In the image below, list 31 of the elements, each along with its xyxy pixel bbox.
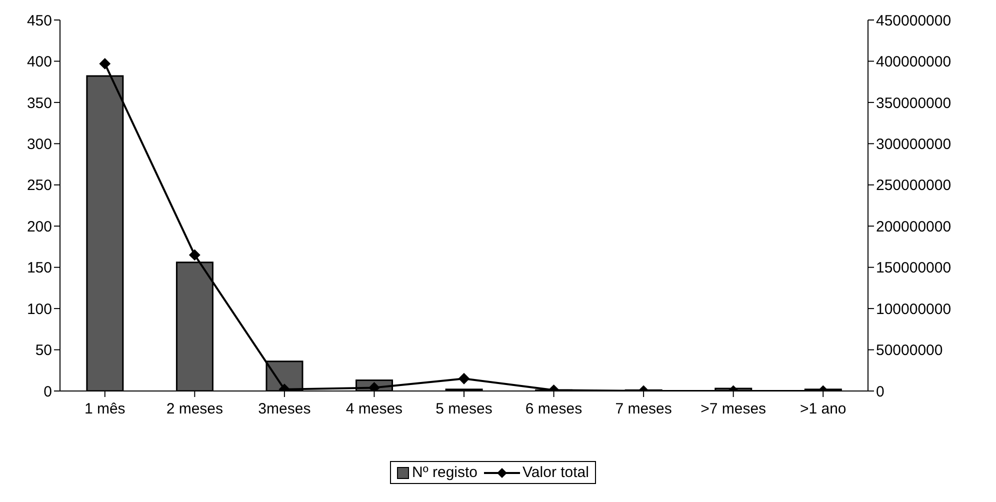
y2-tick-label: 0 <box>876 383 884 400</box>
y-tick-label: 50 <box>35 342 52 360</box>
y2-tick-label: 50000000 <box>876 342 943 360</box>
y2-tick-label: 300000000 <box>876 136 952 153</box>
y2-tick-label: 200000000 <box>876 218 952 236</box>
y2-tick-label: 100000000 <box>876 300 952 318</box>
y-tick-label: 150 <box>26 260 52 277</box>
y-tick-label: 400 <box>26 54 52 71</box>
y-tick-label: 200 <box>26 218 52 236</box>
y2-tick-label: 250000000 <box>876 177 952 194</box>
legend-label: Nº registo <box>411 464 478 481</box>
y-tick-label: 250 <box>26 177 52 194</box>
y-tick-label: 100 <box>26 300 52 318</box>
x-tick-label: 5 meses <box>436 400 492 418</box>
x-tick-label: 7 meses <box>615 400 672 418</box>
x-tick-label: >7 meses <box>700 400 766 418</box>
legend-label: Valor total <box>522 464 589 481</box>
x-tick-label: >1 ano <box>800 400 846 418</box>
y-tick-label: 450 <box>26 12 52 30</box>
y2-tick-label: 450000000 <box>876 12 952 30</box>
y-tick-label: 300 <box>26 136 52 153</box>
y2-tick-label: 400000000 <box>876 54 952 71</box>
x-tick-label: 1 mês <box>84 400 126 418</box>
x-tick-label: 2 meses <box>166 400 224 418</box>
y-tick-label: 350 <box>26 94 52 112</box>
x-tick-label: 4 meses <box>346 400 403 418</box>
y2-tick-label: 150000000 <box>876 260 952 277</box>
x-tick-label: 3meses <box>258 400 311 418</box>
x-tick-label: 6 meses <box>525 400 582 418</box>
y-tick-label: 0 <box>44 383 52 400</box>
y2-tick-label: 350000000 <box>876 94 952 112</box>
